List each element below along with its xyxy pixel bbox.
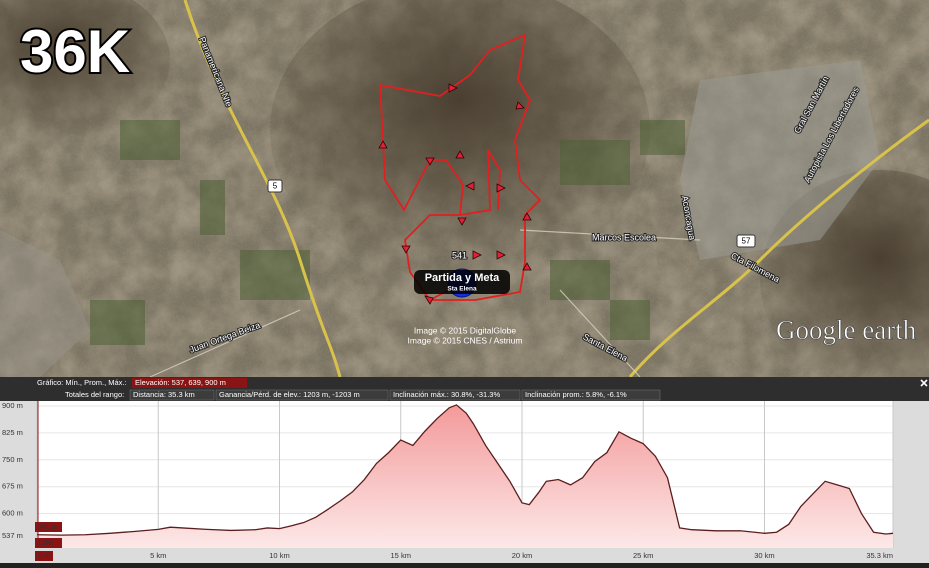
road [149,229,701,378]
header-value: Distancia: 35.3 km [133,390,195,399]
attribution: Image © 2015 DigitalGlobe [414,325,516,335]
mountains [270,0,650,280]
y-tick-label: 675 m [2,482,23,491]
x-tick-label: 5 km [150,551,166,560]
overlay-title: 36K [20,18,130,85]
place-label: Marcos Escolea [592,232,656,242]
header-label: Gráfico: Mín., Prom., Máx.: [37,378,127,387]
cursor-label-box [35,538,62,548]
urban-area [0,230,90,377]
cursor-label: 1.0% [37,538,54,547]
x-tick-label: 15 km [391,551,411,560]
road-shield [267,179,283,193]
header-field [389,389,521,401]
satellite-map[interactable]: Panamericana Nte 5 Gral San Martín Autop… [0,0,929,390]
pin-sublabel: Sta Elena [447,286,477,293]
header-value: Ganancia/Pérd. de elev.: 1203 m, -1203 m [219,390,360,399]
header-value: Inclinación máx.: 30.8%, -31.3% [393,390,500,399]
close-button[interactable] [920,379,928,387]
y-tick-label: 600 m [2,509,23,518]
profile-chart: 537 m 600 m 675 m 750 m 825 m 900 m 0 m 5 km 10 … [2,401,894,561]
road-shield-label: 57 [742,237,751,246]
cursor-label-box [35,522,62,532]
header-value: Inclinación prom.: 5.8%, -6.1% [525,390,627,399]
pin-number: 541 [452,250,467,260]
route-arrows [378,83,532,305]
y-tick-label: 750 m [2,455,23,464]
y-tick-label: 900 m [2,401,23,410]
pin-label: Partida y Meta [425,272,500,284]
header-field[interactable] [132,378,247,388]
road-shield [736,234,756,248]
elevation-panel: Gráfico: Mín., Prom., Máx.: Elevación: 5… [0,377,929,563]
attribution: Image © 2015 CNES / Astrium [408,335,523,345]
header-field [129,389,215,401]
x-tick-label: 25 km [633,551,653,560]
elevation-line [36,404,894,536]
y-tick-label: 537 m [2,531,23,540]
header-label: Totales del rango: [65,390,124,399]
pin-label-box [414,270,510,294]
x-tick-label: 0 m [38,551,51,560]
road-shield-label: 5 [273,182,278,191]
header-field [215,389,389,401]
cursor-label: 541 m [37,522,58,531]
brand-logo: Google earth [776,315,917,345]
route [379,34,541,301]
header-field [521,389,661,401]
elevation-area [37,404,893,548]
highway [183,0,342,378]
mountains [0,0,170,140]
urban-area [680,60,880,260]
highway [628,118,929,378]
x-tick-label: 35.3 km [866,551,893,560]
x-tick-label: 10 km [269,551,289,560]
x-tick-label: 30 km [754,551,774,560]
x-tick-highlight [35,551,53,561]
header-value: Elevación: 537, 639, 900 m [135,378,226,387]
x-tick-label: 20 km [512,551,532,560]
y-tick-label: 825 m [2,428,23,437]
fields [90,120,685,345]
